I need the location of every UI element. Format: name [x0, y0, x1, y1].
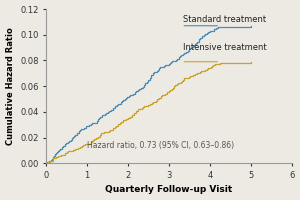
- Text: Hazard ratio, 0.73 (95% CI, 0.63–0.86): Hazard ratio, 0.73 (95% CI, 0.63–0.86): [87, 141, 234, 150]
- Text: Standard treatment: Standard treatment: [183, 15, 266, 24]
- Y-axis label: Cumulative Hazard Ratio: Cumulative Hazard Ratio: [6, 27, 15, 145]
- Text: Intensive treatment: Intensive treatment: [183, 43, 267, 52]
- X-axis label: Quarterly Follow-up Visit: Quarterly Follow-up Visit: [105, 185, 232, 194]
